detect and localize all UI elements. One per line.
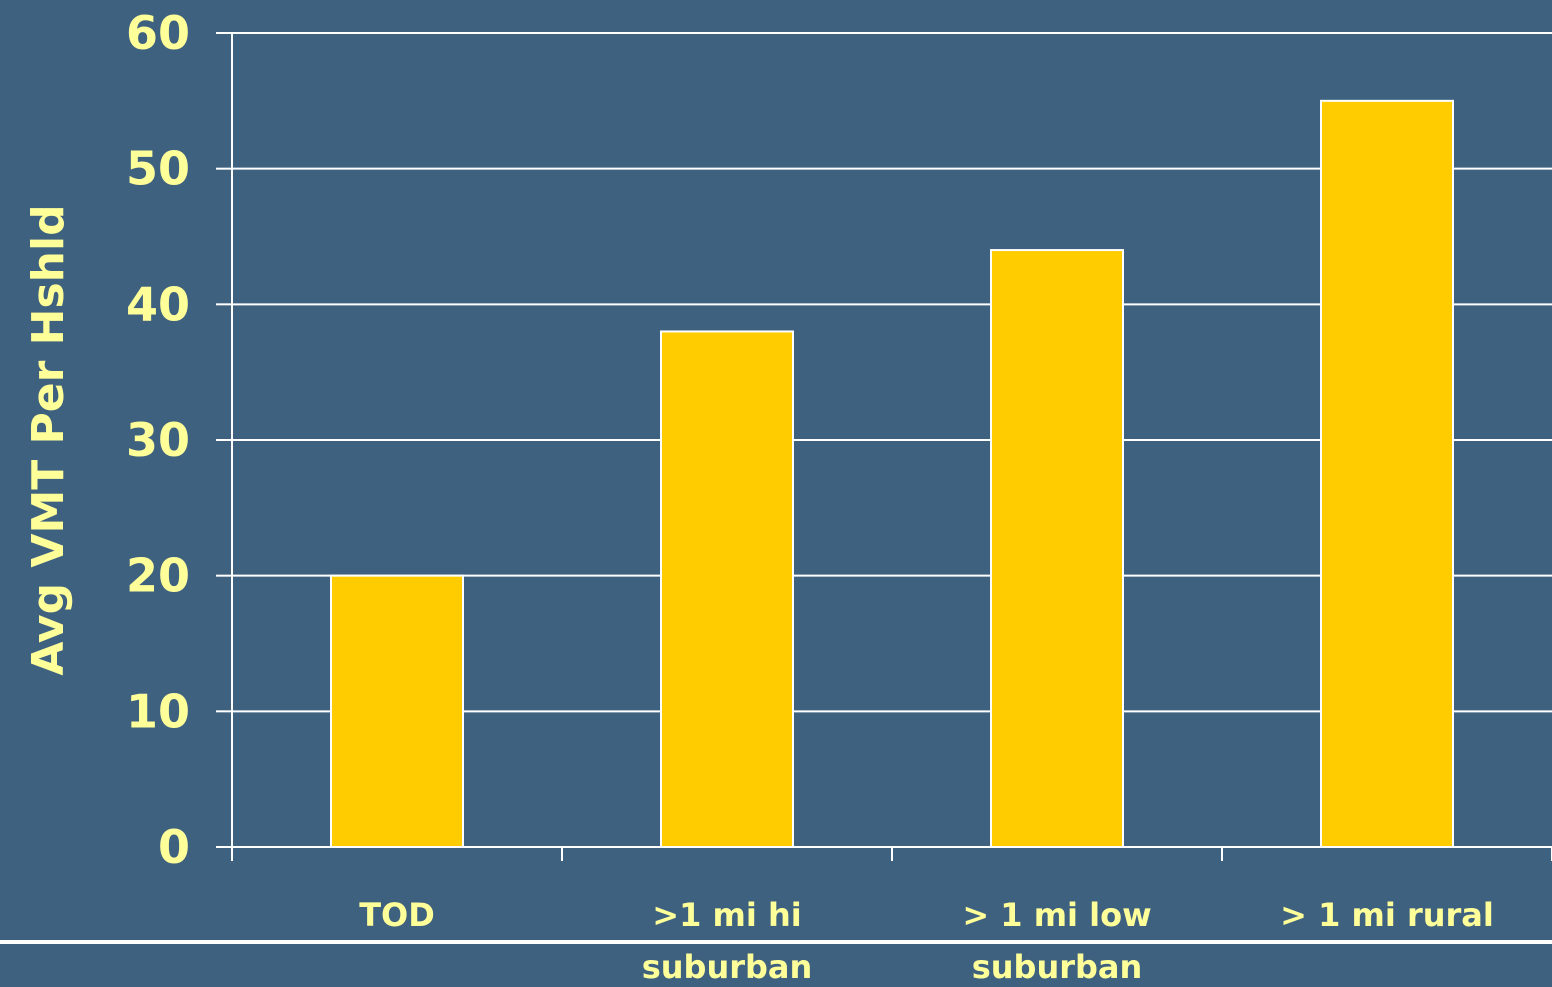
x-category-label: > 1 mi rural — [1280, 896, 1494, 934]
y-tick-labels: 0 10 20 30 40 50 60 — [126, 6, 190, 874]
x-category-label: TOD — [359, 896, 435, 934]
y-tick-label: 20 — [126, 549, 190, 603]
x-category-label: suburban — [642, 948, 813, 986]
y-tick-label: 30 — [126, 413, 190, 467]
y-axis-title: Avg VMT Per Hshld — [23, 204, 74, 675]
x-category-label: >1 mi hi — [652, 896, 801, 934]
y-tick-label: 0 — [158, 820, 190, 874]
bars — [330, 99, 1454, 849]
x-category-label: suburban — [972, 948, 1143, 986]
footer-rule — [0, 940, 1552, 944]
x-category-label: > 1 mi low — [962, 896, 1151, 934]
y-tick-label: 40 — [126, 277, 190, 331]
bar — [990, 249, 1124, 849]
y-tick-label: 10 — [126, 684, 190, 738]
x-category-labels: TOD >1 mi hi suburban > 1 mi low suburban > 1… — [359, 896, 1494, 986]
y-tick-label: 60 — [126, 6, 190, 60]
bar — [1320, 99, 1454, 849]
bar — [660, 330, 794, 848]
axes — [216, 32, 1552, 861]
bar — [330, 574, 464, 849]
y-tick-label: 50 — [126, 142, 190, 196]
